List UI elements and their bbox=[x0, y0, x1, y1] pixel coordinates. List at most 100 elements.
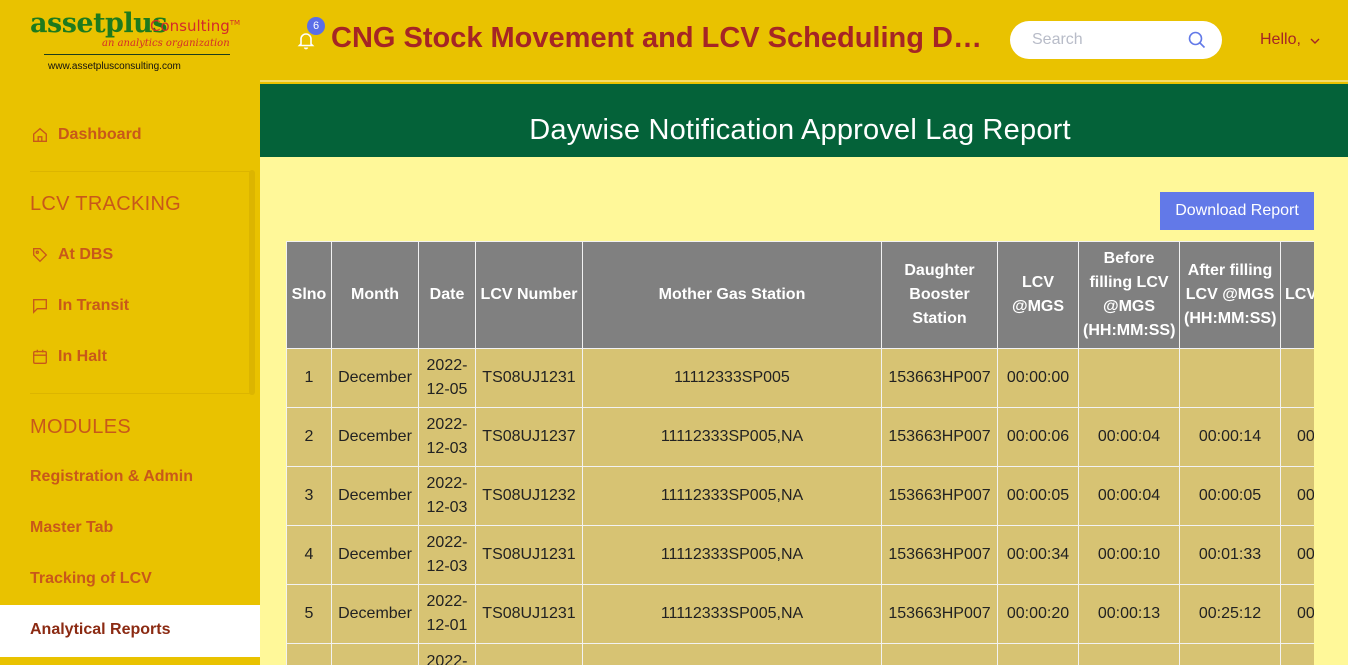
table-row: 5 December 2022-12-01 TS08UJ1231 1111233… bbox=[286, 584, 1314, 644]
table-cell: 00:00:04 bbox=[1078, 466, 1180, 526]
table-cell: 00 bbox=[1280, 407, 1314, 467]
search-icon[interactable] bbox=[1188, 31, 1206, 49]
column-header[interactable]: LCV Number bbox=[475, 241, 583, 349]
search-input[interactable] bbox=[1032, 30, 1182, 50]
table-cell: 153663HP007 bbox=[881, 407, 998, 467]
table-cell: 153663HP007 bbox=[881, 584, 998, 644]
table-cell: TS08UJ1231 bbox=[475, 584, 583, 644]
sidebar-item-label: In Transit bbox=[58, 297, 130, 314]
table-cell bbox=[881, 643, 998, 665]
sidebar-scrollbar[interactable] bbox=[249, 170, 255, 395]
table-cell: 00 bbox=[1280, 466, 1314, 526]
chat-icon bbox=[30, 296, 50, 316]
sidebar-item-label: Dashboard bbox=[58, 126, 142, 143]
table-cell: 00:00:34 bbox=[997, 525, 1079, 585]
table-cell: 11112333SP005 bbox=[582, 348, 882, 408]
table-cell: TS08UJ1237 bbox=[475, 407, 583, 467]
table-cell bbox=[582, 643, 882, 665]
logo-divider bbox=[44, 54, 230, 55]
divider bbox=[30, 171, 252, 172]
logo-brand: assetplus bbox=[30, 8, 168, 39]
column-header[interactable]: Mother Gas Station bbox=[582, 241, 882, 349]
table-cell bbox=[1280, 348, 1314, 408]
column-header[interactable]: After filling LCV @MGS (HH:MM:SS) bbox=[1179, 241, 1281, 349]
table-cell: 00:00:06 bbox=[997, 407, 1079, 467]
table-cell: 2022-12-03 bbox=[418, 525, 476, 585]
sidebar-item-registration-admin[interactable]: Registration & Admin bbox=[30, 468, 193, 485]
table-cell: 2022-12-03 bbox=[418, 466, 476, 526]
table-cell bbox=[1078, 643, 1180, 665]
table-cell: 11112333SP005,NA bbox=[582, 584, 882, 644]
table-cell: 2022-12-03 bbox=[418, 407, 476, 467]
user-menu[interactable]: Hello, bbox=[1260, 31, 1321, 49]
table-cell: 5 bbox=[286, 584, 332, 644]
table-cell: 00 bbox=[1280, 584, 1314, 644]
table-cell: December bbox=[331, 466, 419, 526]
sidebar-item-in-transit[interactable]: In Transit bbox=[30, 296, 129, 316]
company-logo[interactable]: assetplus ConsultingTM an analytics orga… bbox=[30, 8, 240, 74]
column-header[interactable]: Before filling LCV @MGS (HH:MM:SS) bbox=[1078, 241, 1180, 349]
table-cell: TS08UJ1231 bbox=[475, 525, 583, 585]
table-cell: 2022-12-01 bbox=[418, 584, 476, 644]
table-cell: 11112333SP005,NA bbox=[582, 466, 882, 526]
bell-icon[interactable] bbox=[296, 30, 316, 50]
table-cell: 2 bbox=[286, 407, 332, 467]
table-cell bbox=[1078, 348, 1180, 408]
table-row: 1 December 2022-12-05 TS08UJ1231 1111233… bbox=[286, 348, 1314, 408]
column-header[interactable]: Daughter Booster Station bbox=[881, 241, 998, 349]
table-cell: 00:01:33 bbox=[1179, 525, 1281, 585]
sidebar-item-dashboard[interactable]: Dashboard bbox=[30, 125, 142, 145]
report-banner: Daywise Notification Approvel Lag Report bbox=[260, 84, 1348, 157]
column-header[interactable]: LCV (HH bbox=[1280, 241, 1314, 349]
sidebar: assetplus ConsultingTM an analytics orga… bbox=[0, 0, 260, 665]
table-cell bbox=[997, 643, 1079, 665]
tag-icon bbox=[30, 245, 50, 265]
sidebar-item-tracking-of-lcv[interactable]: Tracking of LCV bbox=[30, 570, 152, 587]
table-row: 2 December 2022-12-03 TS08UJ1237 1111233… bbox=[286, 407, 1314, 467]
table-cell: 00:00:10 bbox=[1078, 525, 1180, 585]
table-cell bbox=[1280, 643, 1314, 665]
report-title: Daywise Notification Approvel Lag Report bbox=[529, 114, 1071, 146]
report-table: Slno Month Date LCV Number Mother Gas St… bbox=[286, 241, 1314, 665]
top-header: 6 CNG Stock Movement and LCV Scheduling … bbox=[260, 0, 1348, 80]
table-cell bbox=[331, 643, 419, 665]
logo-url: www.assetplusconsulting.com bbox=[48, 61, 181, 72]
column-header[interactable]: Slno bbox=[286, 241, 332, 349]
greeting-text: Hello, bbox=[1260, 31, 1301, 48]
table-row: 3 December 2022-12-03 TS08UJ1232 1111233… bbox=[286, 466, 1314, 526]
sidebar-item-master-tab[interactable]: Master Tab bbox=[30, 519, 114, 536]
table-row: 4 December 2022-12-03 TS08UJ1231 1111233… bbox=[286, 525, 1314, 585]
table-cell: TS08UJ1232 bbox=[475, 466, 583, 526]
sidebar-item-label: At DBS bbox=[58, 246, 114, 263]
table-cell: 00:00:13 bbox=[1078, 584, 1180, 644]
home-icon bbox=[30, 125, 50, 145]
table-cell: 00:00:00 bbox=[997, 348, 1079, 408]
divider bbox=[30, 393, 252, 394]
sidebar-item-in-halt[interactable]: In Halt bbox=[30, 347, 107, 367]
table-cell: 2022-12-05 bbox=[418, 348, 476, 408]
table-cell bbox=[1179, 348, 1281, 408]
section-title-modules: MODULES bbox=[30, 416, 132, 438]
column-header[interactable]: LCV @MGS bbox=[997, 241, 1079, 349]
table-cell: 11112333SP005,NA bbox=[582, 525, 882, 585]
table-cell: December bbox=[331, 525, 419, 585]
table-cell: 1 bbox=[286, 348, 332, 408]
column-header[interactable]: Date bbox=[418, 241, 476, 349]
logo-consulting: ConsultingTM bbox=[150, 17, 241, 35]
main-content: Daywise Notification Approvel Lag Report… bbox=[260, 84, 1348, 665]
table-cell: 4 bbox=[286, 525, 332, 585]
sidebar-item-label: Analytical Reports bbox=[30, 621, 171, 638]
download-report-button[interactable]: Download Report bbox=[1160, 192, 1314, 230]
table-cell: 00:00:14 bbox=[1179, 407, 1281, 467]
calendar-icon bbox=[30, 347, 50, 367]
search-box bbox=[1010, 21, 1222, 59]
table-cell: 2022- bbox=[418, 643, 476, 665]
sidebar-item-at-dbs[interactable]: At DBS bbox=[30, 245, 113, 265]
notification-badge[interactable]: 6 bbox=[307, 17, 325, 35]
sidebar-item-analytical-reports[interactable]: Analytical Reports bbox=[0, 605, 260, 657]
report-table-container[interactable]: Slno Month Date LCV Number Mother Gas St… bbox=[286, 241, 1314, 665]
sidebar-item-label: In Halt bbox=[58, 348, 107, 365]
column-header[interactable]: Month bbox=[331, 241, 419, 349]
page-title: CNG Stock Movement and LCV Scheduling Da… bbox=[331, 22, 991, 54]
section-title-lcv-tracking: LCV TRACKING bbox=[30, 193, 182, 215]
